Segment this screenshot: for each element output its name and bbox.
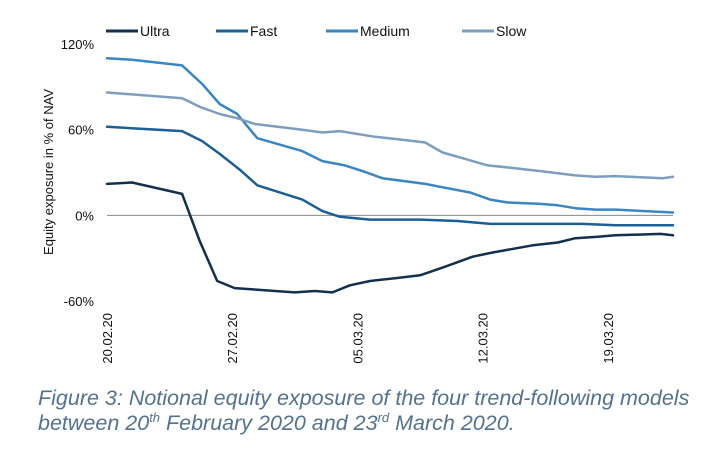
y-tick-label: 60% <box>68 123 94 138</box>
caption-superscript-rd: rd <box>377 409 390 425</box>
series-line-ultra <box>105 181 675 294</box>
y-tick-label: 120% <box>61 37 95 52</box>
y-tick-label: -60% <box>64 294 95 309</box>
line-chart: Ultra Fast Medium Slow Equity exposure in %… <box>41 23 675 364</box>
y-axis-ticks: -60% 0% 60% 120% <box>61 37 95 309</box>
caption-text-part-1: Figure 3: Notional equity exposure of th… <box>38 386 690 435</box>
x-tick-label: 05.03.20 <box>350 313 365 364</box>
caption-superscript-th: th <box>149 409 161 425</box>
figure-caption: Figure 3: Notional equity exposure of th… <box>38 386 708 436</box>
y-tick-label: 0% <box>75 208 94 223</box>
legend-label-slow: Slow <box>496 23 527 39</box>
x-tick-label: 27.02.20 <box>225 313 240 364</box>
series-lines <box>105 57 675 294</box>
x-axis-ticks: 20.02.20 27.02.20 05.03.20 12.03.20 19.03.20 <box>100 313 616 364</box>
series-line-fast <box>105 125 675 227</box>
series-line-medium <box>105 57 675 214</box>
x-tick-label: 19.03.20 <box>601 313 616 364</box>
legend-label-medium: Medium <box>360 23 410 39</box>
y-axis-title: Equity exposure in % of NAV <box>41 89 56 255</box>
legend-label-ultra: Ultra <box>140 23 170 39</box>
caption-text-part-3: March 2020. <box>389 411 515 435</box>
series-line-slow <box>105 91 675 180</box>
caption-text-part-2: February 2020 and 23 <box>160 411 378 435</box>
x-tick-label: 20.02.20 <box>100 313 115 364</box>
x-tick-label: 12.03.20 <box>476 313 491 364</box>
legend-label-fast: Fast <box>250 23 277 39</box>
legend: Ultra Fast Medium Slow <box>106 23 527 39</box>
